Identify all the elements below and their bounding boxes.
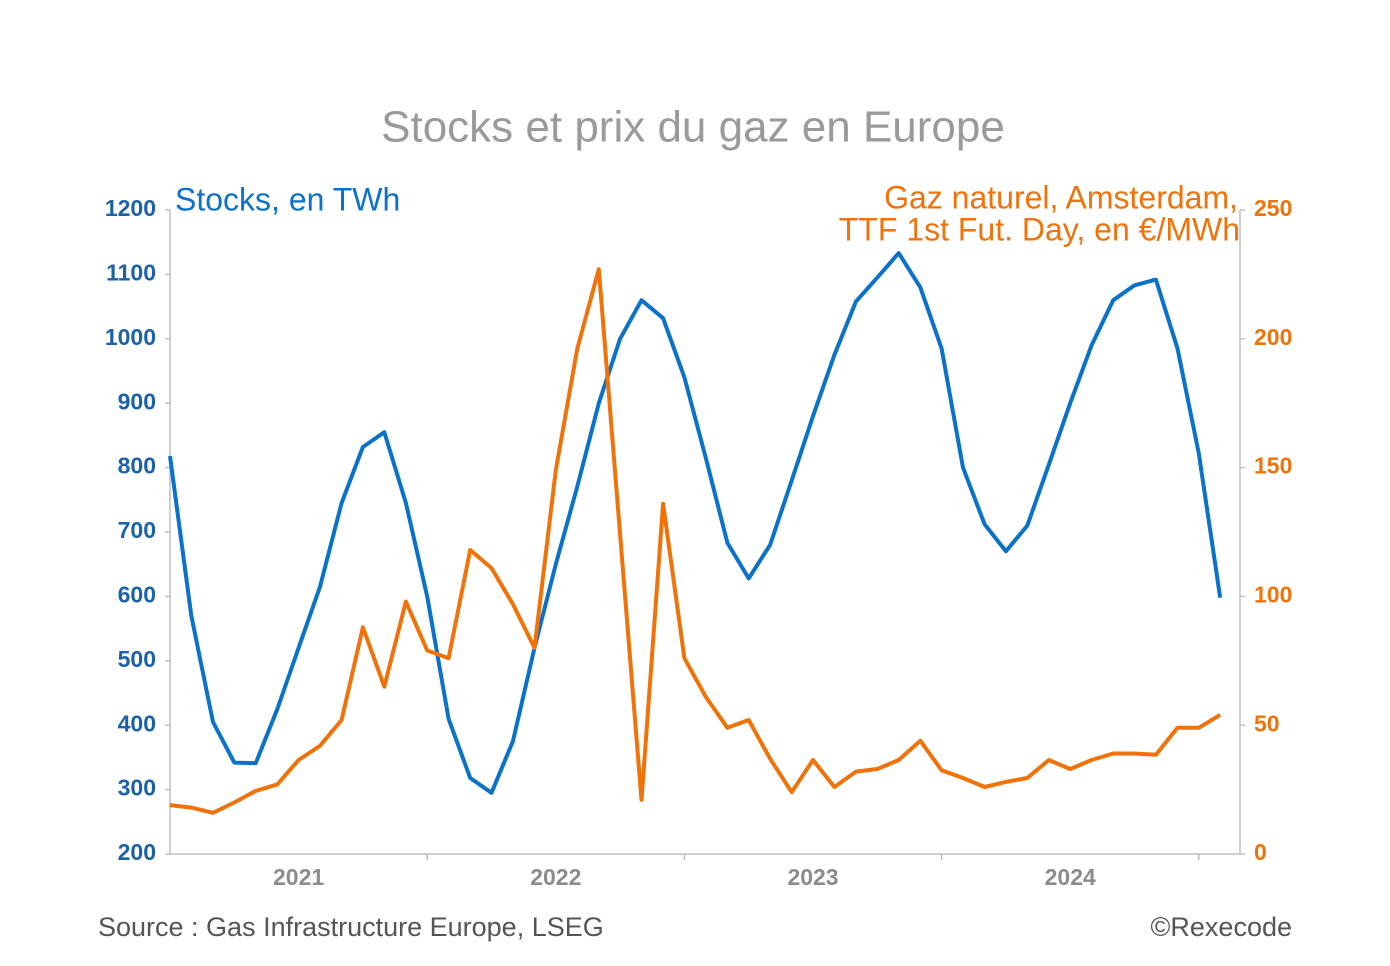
y-axis-label: Stocks, en TWh xyxy=(175,181,400,217)
credit: ©Rexecode xyxy=(1151,912,1292,942)
source-note: Source : Gas Infrastructure Europe, LSEG xyxy=(98,912,604,942)
y2-tick-label: 100 xyxy=(1254,581,1292,607)
y-tick-label: 500 xyxy=(118,646,156,672)
y-tick-label: 700 xyxy=(118,517,156,543)
y-tick-label: 300 xyxy=(118,775,156,801)
x-tick-label: 2023 xyxy=(787,864,838,890)
y-tick-label: 800 xyxy=(118,453,156,479)
y2-axis-label: Gaz naturel, Amsterdam, xyxy=(884,179,1238,215)
y-tick-label: 1100 xyxy=(106,259,156,285)
y-tick-label: 1200 xyxy=(105,195,156,221)
x-tick-label: 2021 xyxy=(273,864,324,890)
y-tick-label: 1000 xyxy=(105,324,156,350)
series-line xyxy=(168,251,1223,795)
y-tick-label: 400 xyxy=(118,710,156,736)
y2-tick-label: 0 xyxy=(1254,839,1267,865)
y-tick-label: 600 xyxy=(118,581,156,607)
y2-tick-label: 200 xyxy=(1254,324,1292,350)
y-tick-label: 200 xyxy=(118,839,156,865)
x-tick-label: 2024 xyxy=(1045,864,1096,890)
y2-axis-label: TTF 1st Fut. Day, en €/MWh xyxy=(839,211,1240,247)
y2-tick-label: 150 xyxy=(1254,453,1292,479)
y2-tick-label: 250 xyxy=(1254,195,1292,221)
y2-tick-label: 50 xyxy=(1254,710,1280,736)
series-line xyxy=(169,267,1222,815)
chart-title: Stocks et prix du gaz en Europe xyxy=(381,103,1005,152)
x-tick-label: 2022 xyxy=(530,864,581,890)
y-tick-label: 900 xyxy=(118,388,156,414)
